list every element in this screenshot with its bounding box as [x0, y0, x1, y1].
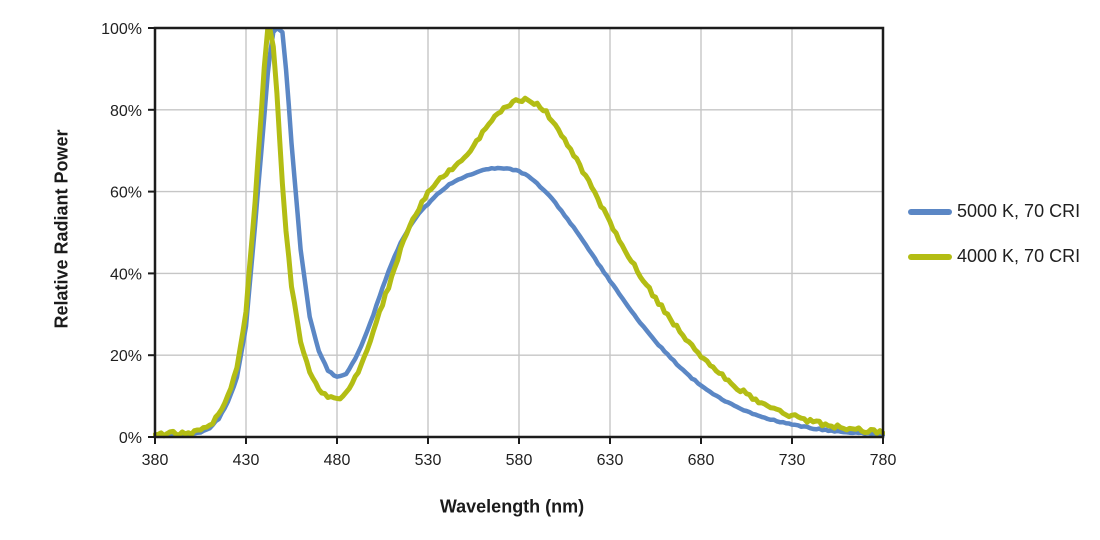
legend-item-5000k-70-cri: 5000 K, 70 CRI	[908, 201, 1080, 222]
legend-swatch-5000k-70-cri	[908, 208, 952, 215]
x-tick-label-730: 730	[779, 452, 806, 469]
x-tick-label-630: 630	[597, 452, 624, 469]
x-axis-title: Wavelength (nm)	[439, 496, 585, 517]
legend: 5000 K, 70 CRI 4000 K, 70 CRI	[908, 201, 1080, 267]
legend-swatch-4000k-70-cri	[908, 253, 952, 260]
y-tick-label-40: 40%	[110, 266, 142, 283]
y-tick-label-100: 100%	[101, 21, 142, 38]
x-tick-label-380: 380	[142, 452, 169, 469]
x-tick-label-480: 480	[324, 452, 351, 469]
y-tick-label-60: 60%	[110, 185, 142, 202]
x-tick-label-680: 680	[688, 452, 715, 469]
series-line-5000-k-70-cri	[153, 28, 885, 438]
x-tick-label-430: 430	[233, 452, 260, 469]
x-tick-label-780: 780	[870, 452, 897, 469]
y-tick-label-0: 0%	[119, 430, 142, 447]
y-tick-label-20: 20%	[110, 348, 142, 365]
legend-label-5000k-70-cri: 5000 K, 70 CRI	[957, 201, 1081, 221]
legend-label-4000k-70-cri: 4000 K, 70 CRI	[957, 246, 1081, 266]
legend-item-4000k-70-cri: 4000 K, 70 CRI	[908, 246, 1080, 267]
y-tick-label-80: 80%	[110, 103, 142, 120]
x-tick-label-530: 530	[415, 452, 442, 469]
y-axis-title: Relative Radiant Power	[51, 129, 72, 329]
series-line-4000-k-70-cri	[153, 28, 885, 439]
x-tick-label-580: 580	[506, 452, 533, 469]
